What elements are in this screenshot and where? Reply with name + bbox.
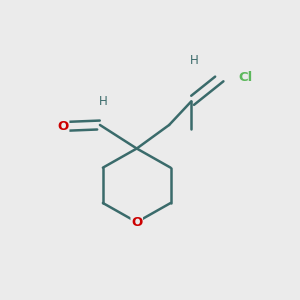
Text: H: H xyxy=(190,54,199,67)
Text: O: O xyxy=(131,216,142,229)
Text: Cl: Cl xyxy=(238,71,253,84)
Text: O: O xyxy=(58,120,69,133)
Text: H: H xyxy=(98,95,107,108)
